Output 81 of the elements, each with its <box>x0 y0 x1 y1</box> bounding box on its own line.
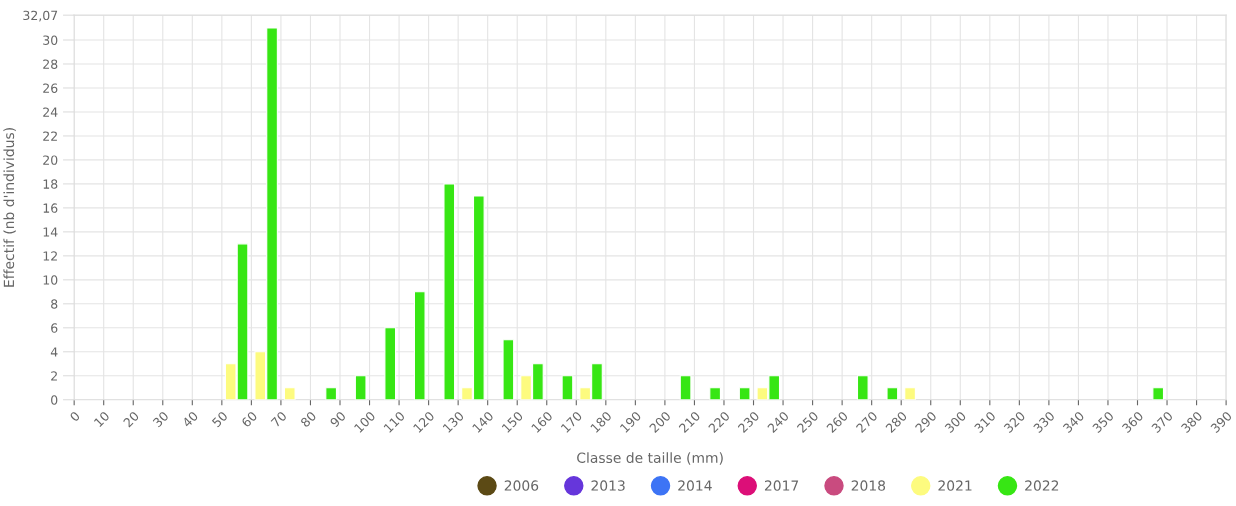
legend-label: 2017 <box>764 480 799 491</box>
x-tick-label: 40 <box>181 410 199 428</box>
bar <box>325 387 338 400</box>
y-tick-label: 22 <box>43 131 57 141</box>
x-tick-label: 20 <box>122 410 140 428</box>
y-tick-label: 18 <box>43 179 58 189</box>
y-tick-label: 16 <box>43 203 58 213</box>
x-tick-label: 230 <box>737 410 760 434</box>
y-tick-label: 20 <box>43 155 58 165</box>
x-tick-label: 340 <box>1062 410 1085 434</box>
x-tick-label: 320 <box>1003 410 1026 434</box>
legend-label: 2013 <box>591 480 625 491</box>
y-tick-label: 28 <box>43 59 58 69</box>
x-tick-label: 300 <box>944 410 967 434</box>
x-tick-label: 110 <box>383 410 406 433</box>
y-tick-label: 2 <box>51 371 57 381</box>
y-axis-title: Effectif (nb d'individus) <box>3 128 16 287</box>
x-tick-label: 390 <box>1210 410 1233 434</box>
bar <box>384 327 397 400</box>
bar <box>283 387 296 400</box>
legend-label: 2021 <box>938 480 972 491</box>
x-tick-label: 290 <box>914 410 937 434</box>
x-tick-label: 60 <box>240 410 258 428</box>
y-tick-label: 8 <box>51 299 58 309</box>
legend-label: 2014 <box>678 480 712 491</box>
x-tick-label: 130 <box>442 410 465 433</box>
legend-label: 2006 <box>504 480 539 491</box>
x-tick-label: 370 <box>1151 410 1174 434</box>
bar <box>679 375 692 400</box>
x-tick-label: 10 <box>93 410 110 428</box>
y-tick-label: 4 <box>50 347 58 357</box>
x-tick-label: 260 <box>826 410 849 434</box>
y-tick-label: 12 <box>43 251 57 261</box>
x-tick-label: 100 <box>353 410 376 433</box>
x-tick-label: 160 <box>531 410 554 433</box>
bar <box>904 387 916 400</box>
x-tick-label: 140 <box>471 410 494 433</box>
bar <box>561 375 574 400</box>
y-tick-label: 30 <box>43 35 58 45</box>
bar <box>413 291 426 400</box>
x-tick-label: 80 <box>299 410 317 428</box>
bar <box>709 387 721 400</box>
bar <box>354 375 367 400</box>
x-tick-label: 180 <box>590 410 613 433</box>
legend-label: 2022 <box>1025 480 1059 491</box>
x-tick-label: 280 <box>885 410 908 434</box>
bar <box>886 387 899 400</box>
y-tick-label: 24 <box>43 107 58 117</box>
x-tick-label: 250 <box>796 410 819 434</box>
x-tick-label: 30 <box>152 410 170 428</box>
y-tick-label: 26 <box>43 83 58 93</box>
x-tick-label: 220 <box>707 410 731 434</box>
x-tick-label: 310 <box>973 410 997 434</box>
x-tick-label: 50 <box>211 410 229 428</box>
bar <box>502 339 515 400</box>
y-tick-label: 0 <box>51 395 58 405</box>
x-tick-label: 240 <box>766 410 790 434</box>
x-tick-label: 190 <box>619 410 642 433</box>
x-tick-label: 70 <box>270 410 288 428</box>
x-tick-label: 200 <box>648 410 672 434</box>
y-tick-label: 14 <box>43 227 58 237</box>
y-tick-label: 10 <box>43 275 58 285</box>
x-tick-label: 330 <box>1032 410 1056 434</box>
bar <box>738 387 751 400</box>
x-tick-label: 350 <box>1091 410 1115 434</box>
legend-label: 2018 <box>851 480 886 491</box>
x-tick-label: 120 <box>412 410 435 433</box>
bar <box>1152 387 1165 400</box>
x-tick-label: 90 <box>329 410 347 428</box>
x-tick-label: 210 <box>678 410 701 434</box>
x-axis-title: Classe de taille (mm) <box>577 452 723 465</box>
x-tick-label: 0 <box>69 410 81 423</box>
bar <box>443 183 456 400</box>
x-tick-label: 170 <box>560 410 583 433</box>
x-tick-label: 270 <box>855 410 878 434</box>
y-tick-label: 32,07 <box>23 10 58 22</box>
y-tick-label: 6 <box>51 323 58 333</box>
bar <box>856 375 869 400</box>
x-tick-label: 360 <box>1121 410 1144 434</box>
x-tick-label: 150 <box>501 410 524 433</box>
x-tick-label: 380 <box>1180 410 1203 434</box>
